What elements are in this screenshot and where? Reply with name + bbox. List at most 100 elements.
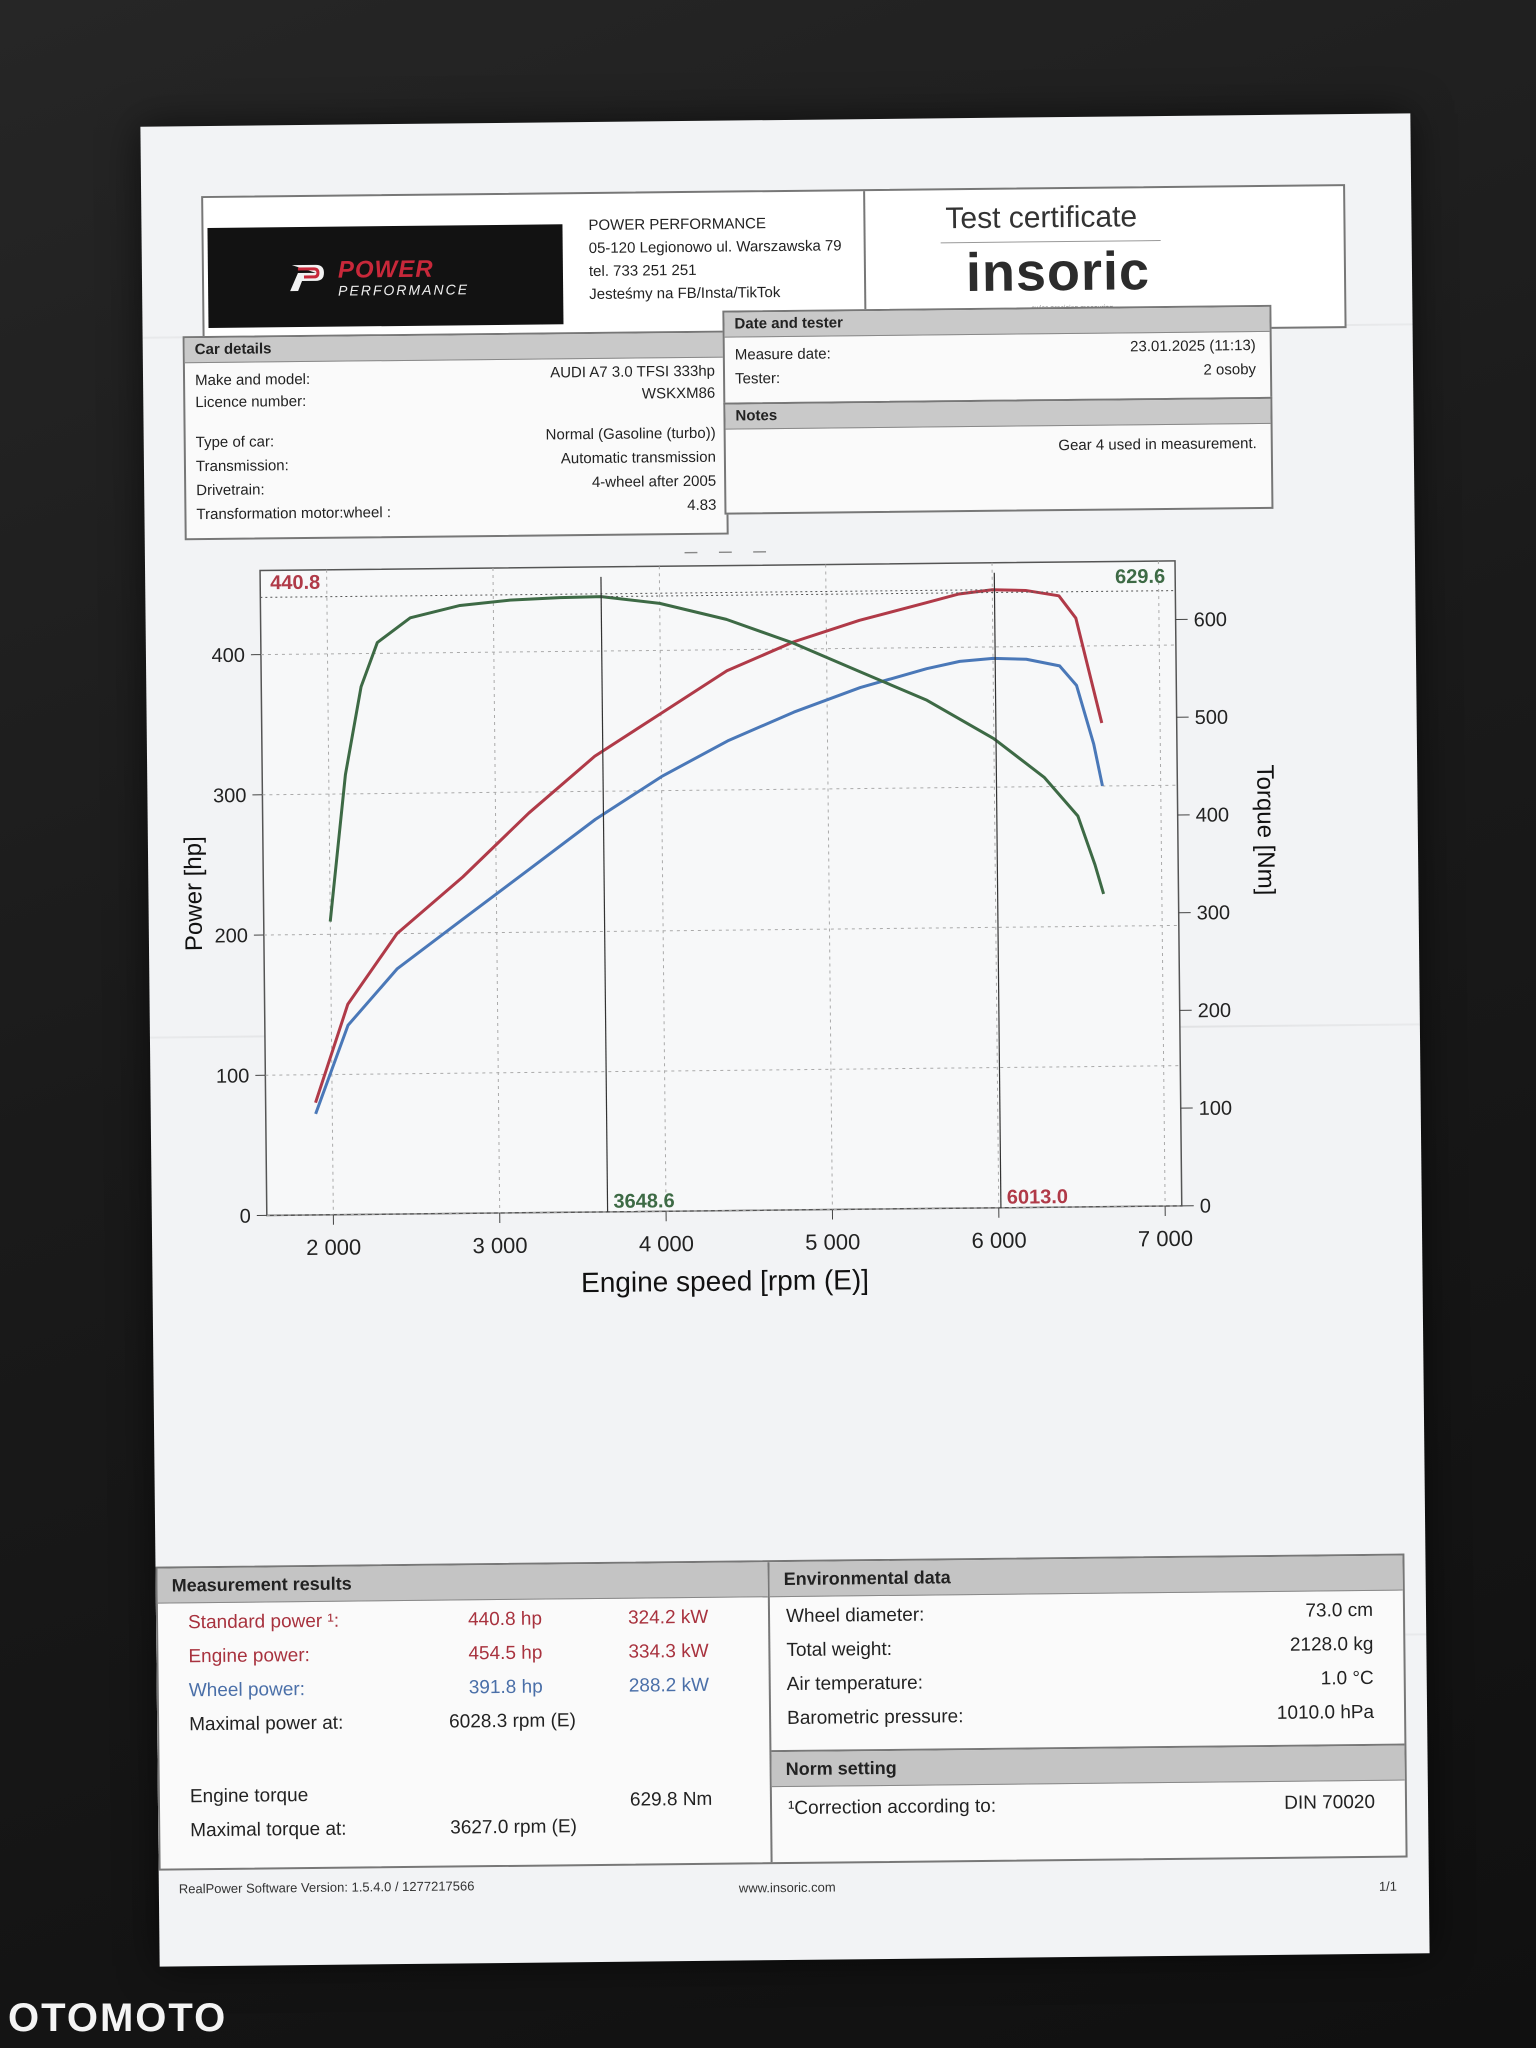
air-temperature-value: 1.0 °C — [1320, 1667, 1374, 1690]
y-axis-label: Power [hp] — [180, 836, 208, 951]
max-power-value: 6028.3 rpm (E) — [449, 1710, 576, 1733]
torque-rpm-label: 3648.6 — [613, 1190, 674, 1213]
page-number: 1/1 — [1378, 1878, 1398, 1894]
barometric-pressure-label: Barometric pressure: — [786, 1706, 964, 1730]
wheel-diameter-label: Wheel diameter: — [785, 1604, 925, 1628]
logo-text-power: POWER — [337, 255, 434, 284]
measurement-results-heading: Measurement results — [157, 1562, 768, 1604]
air-temperature-label: Air temperature: — [786, 1672, 924, 1696]
y2-tick-label: 300 — [1197, 902, 1231, 924]
otomoto-watermark: OTOMOTO — [8, 1996, 228, 2040]
max-torque-guide — [601, 590, 1176, 598]
test-certificate-paper: POWER PERFORMANCE POWER PERFORMANCE 05-1… — [140, 113, 1430, 1967]
drivetrain-label: Drivetrain: — [196, 481, 265, 500]
norm-label: ¹Correction according to: — [787, 1795, 997, 1820]
company-name: POWER PERFORMANCE — [588, 215, 767, 235]
x-tick-label: 2 000 — [306, 1234, 361, 1260]
environmental-data-heading: Environmental data — [769, 1555, 1403, 1598]
standard-power-kw: 324.2 kW — [627, 1606, 709, 1629]
insoric-logo: insoric — [965, 241, 1151, 304]
make-value: AUDI A7 3.0 TFSI 333hp — [550, 362, 716, 382]
x-tick-label: 3 000 — [472, 1233, 527, 1259]
y2-tick-label: 400 — [1196, 804, 1230, 826]
company-phone: tel. 733 251 251 — [588, 261, 697, 281]
power-performance-logo: POWER PERFORMANCE — [207, 224, 564, 328]
date-tester-box: Date and tester Measure date: 23.01.2025… — [722, 304, 1273, 405]
date-label: Measure date: — [734, 345, 831, 364]
y-tick-label: 300 — [213, 785, 247, 807]
certificate-title: Test certificate — [945, 200, 1138, 236]
power-rpm-marker — [993, 572, 1002, 1208]
y-gridline — [265, 1065, 1181, 1076]
y-tick-label: 200 — [214, 925, 248, 947]
norm-value: DIN 70020 — [1284, 1791, 1376, 1814]
y-gridline — [266, 1205, 1182, 1216]
results-section: Measurement results Standard power ¹: 44… — [155, 1553, 1408, 1871]
max-power-guide — [260, 589, 995, 598]
engine-power-kw: 334.3 kW — [628, 1640, 709, 1663]
plot-frame — [259, 560, 1183, 1217]
max-power-label: Maximal power at: — [189, 1712, 344, 1736]
engine-power-hp: 454.5 hp — [468, 1642, 543, 1665]
power-performance-mark-icon — [290, 264, 324, 292]
tester-label: Tester: — [734, 370, 781, 388]
y2-tick-label: 600 — [1194, 609, 1228, 631]
y2-axis-label: Torque [Nm] — [1251, 764, 1279, 895]
engine-torque-value: 629.8 Nm — [629, 1788, 713, 1811]
standard-power-hp: 440.8 hp — [467, 1608, 543, 1631]
wheel-diameter-value: 73.0 cm — [1305, 1599, 1374, 1622]
company-social: Jesteśmy na FB/Insta/TikTok — [589, 284, 781, 304]
car-details-heading: Car details — [184, 332, 725, 364]
y-tick-label: 400 — [211, 645, 245, 667]
y2-tick-label: 200 — [1198, 1000, 1232, 1022]
environmental-data: Environmental data Wheel diameter: 73.0 … — [769, 1555, 1405, 1863]
make-label: Make and model: — [194, 370, 311, 390]
notes-heading: Notes — [725, 398, 1271, 430]
tester-value: 2 osoby — [1203, 361, 1257, 379]
x-gridline — [326, 569, 334, 1215]
total-weight-value: 2128.0 kg — [1289, 1633, 1374, 1656]
series-line-wheel — [314, 656, 1104, 1115]
software-version: RealPower Software Version: 1.5.4.0 / 12… — [178, 1878, 475, 1897]
y-gridline — [260, 644, 1176, 656]
x-tick-label: 7 000 — [1138, 1226, 1193, 1252]
y2-tick-label: 500 — [1195, 707, 1229, 729]
standard-power-label: Standard power ¹: — [187, 1610, 340, 1634]
chart-svg: 2 000 3 000 4 000 5 000 6 000 7 000 0 100 200 300… — [180, 560, 1280, 1298]
x-tick-label: 4 000 — [639, 1231, 694, 1257]
website-url: www.insoric.com — [738, 1879, 836, 1896]
dyno-chart: _ _ _ 2 000 3 000 4 000 5 000 6 000 7 000 0 100… — [165, 514, 1376, 1567]
barometric-pressure-value: 1010.0 hPa — [1276, 1701, 1375, 1724]
wheel-power-hp: 391.8 hp — [468, 1676, 543, 1699]
licence-label: Licence number: — [195, 392, 307, 412]
type-value: Normal (Gasoline (turbo)) — [545, 424, 716, 444]
date-value: 23.01.2025 (11:13) — [1130, 337, 1256, 356]
transmission-label: Transmission: — [195, 457, 289, 476]
x-tick-label: 6 000 — [971, 1227, 1026, 1253]
x-gridline — [1157, 561, 1166, 1207]
drivetrain-value: 4-wheel after 2005 — [591, 472, 717, 491]
x-gridline — [991, 562, 1000, 1208]
wheel-power-kw: 288.2 kW — [628, 1674, 710, 1697]
y-tick-label: 100 — [216, 1065, 250, 1087]
x-gridline — [825, 564, 833, 1210]
total-weight-label: Total weight: — [786, 1638, 893, 1662]
licence-value: WSKXM86 — [641, 384, 716, 403]
legend-dashes: _ _ _ — [684, 528, 774, 555]
x-gridline — [658, 566, 667, 1212]
ratio-label: Transformation motor:wheel : — [196, 504, 392, 524]
x-tick-label: 5 000 — [805, 1229, 860, 1255]
x-gridline — [492, 568, 501, 1214]
transmission-value: Automatic transmission — [560, 448, 716, 468]
logo-text-performance: PERFORMANCE — [338, 281, 470, 299]
certificate-header: POWER PERFORMANCE POWER PERFORMANCE 05-1… — [201, 184, 1347, 341]
car-details-box: Car details Make and model: AUDI A7 3.0 … — [182, 330, 729, 541]
norm-setting: Norm setting ¹Correction according to: D… — [771, 1743, 1405, 1819]
y-gridline — [262, 784, 1178, 796]
max-torque-label: 629.6 — [1115, 566, 1165, 589]
max-power-label: 440.8 — [270, 572, 320, 595]
x-axis-label: Engine speed [rpm (E)] — [581, 1264, 869, 1298]
engine-torque-label: Engine torque — [189, 1785, 309, 1808]
notes-box: Notes Gear 4 used in measurement. — [723, 396, 1274, 515]
max-torque-value: 3627.0 rpm (E) — [450, 1816, 578, 1839]
